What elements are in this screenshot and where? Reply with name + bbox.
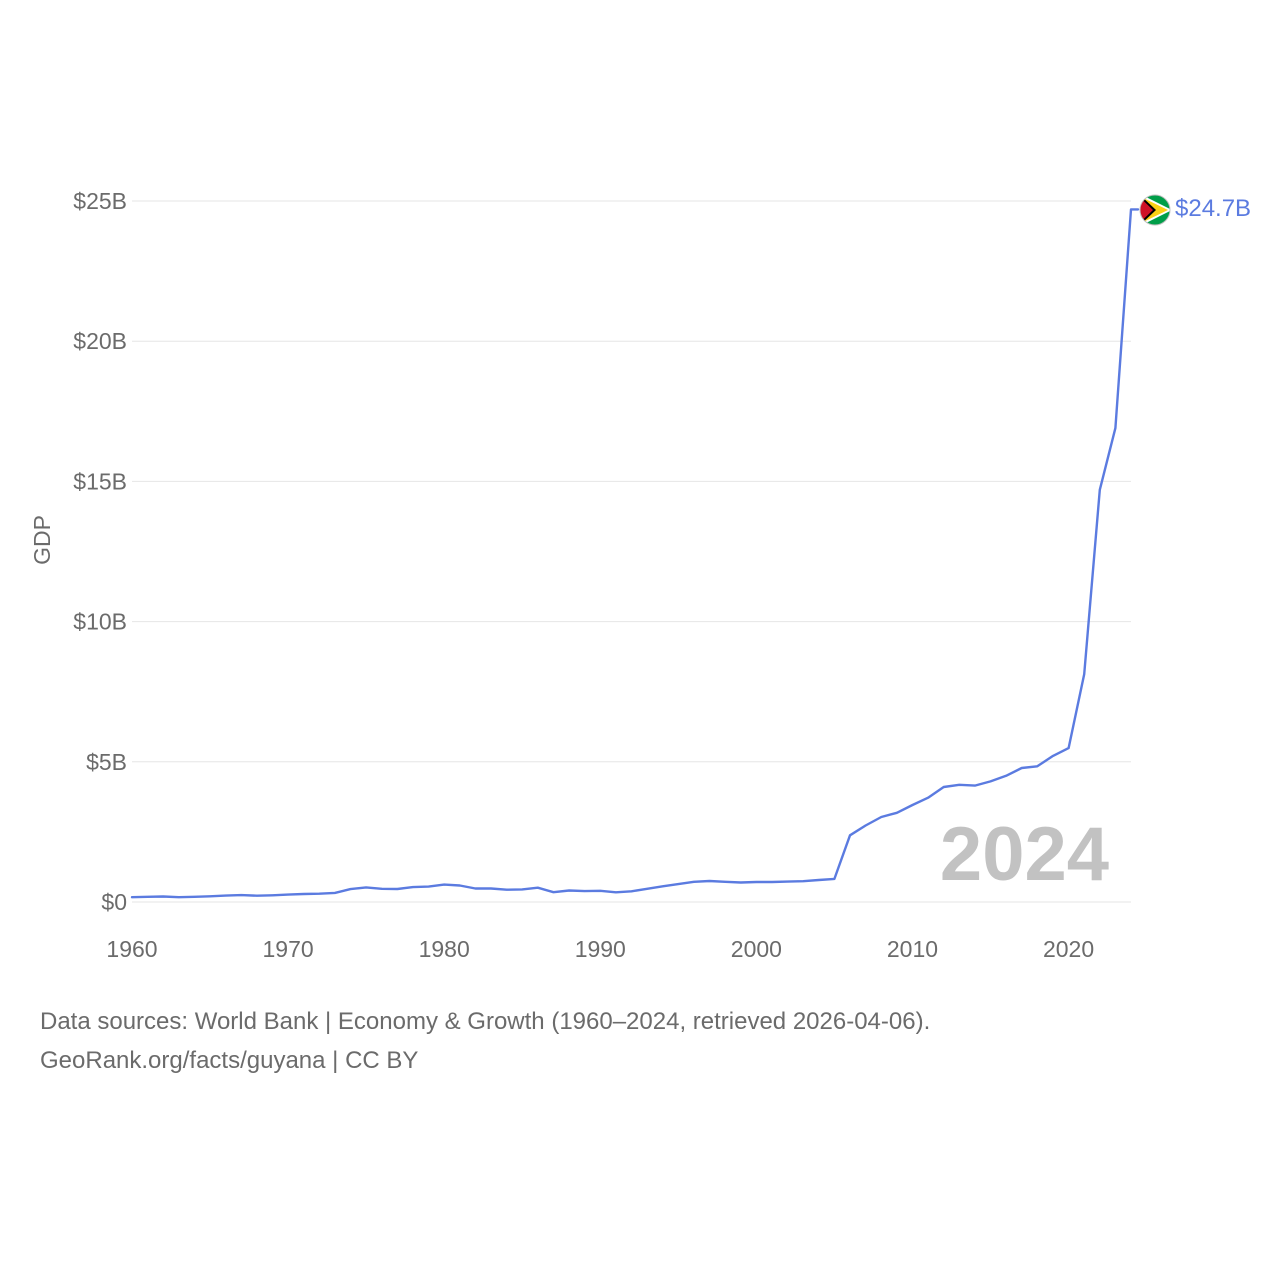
y-tick-label: $15B (73, 468, 127, 494)
x-tick-label: 1990 (575, 936, 626, 962)
x-tick-label: 1980 (419, 936, 470, 962)
x-tick-label: 1960 (106, 936, 157, 962)
grid-lines (132, 200, 1131, 903)
y-tick-label: $20B (73, 328, 127, 354)
end-value-label: $24.7B (1175, 195, 1251, 222)
y-axis-title: GDP (29, 515, 55, 565)
x-tick-label: 2000 (731, 936, 782, 962)
guyana-flag-icon (1139, 194, 1171, 226)
gdp-series-line (130, 208, 1140, 899)
highlight-year-label: 2024 (940, 812, 1109, 897)
y-tick-label: $5B (86, 749, 127, 775)
y-tick-label: $10B (73, 609, 127, 635)
footer: Data sources: World Bank | Economy & Gro… (40, 1002, 930, 1080)
y-axis: $0 $5B $10B $15B $20B $25B (73, 188, 127, 915)
x-tick-label: 2010 (887, 936, 938, 962)
data-source-note: Data sources: World Bank | Economy & Gro… (40, 1008, 931, 1035)
x-tick-label: 2020 (1043, 936, 1094, 962)
x-axis: 1960 1970 1980 1990 2000 2010 2020 (106, 936, 1094, 962)
y-tick-label: $0 (101, 889, 127, 915)
attribution-note: GeoRank.org/facts/guyana | CC BY (40, 1047, 419, 1074)
y-tick-label: $25B (73, 188, 127, 214)
x-tick-label: 1970 (263, 936, 314, 962)
